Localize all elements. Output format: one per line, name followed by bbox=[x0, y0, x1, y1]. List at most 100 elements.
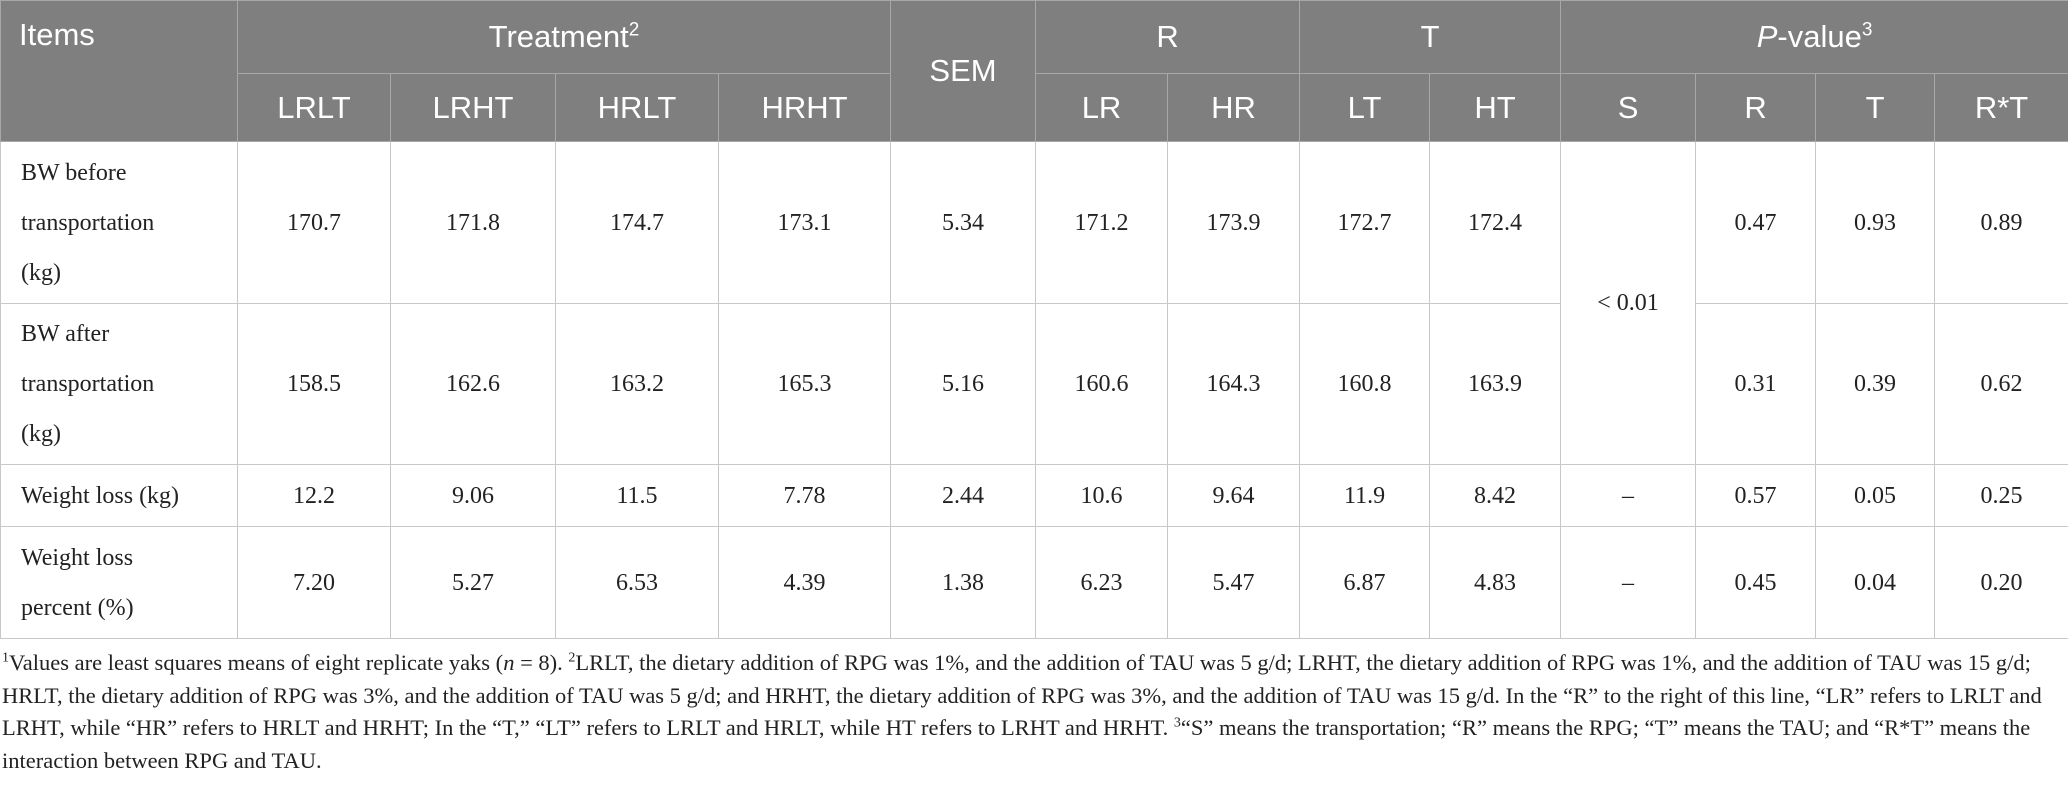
row-label-line: BW after bbox=[21, 321, 110, 347]
column-header: Items bbox=[0, 0, 238, 142]
row-label-line: BW before bbox=[21, 159, 127, 186]
data-table: Items Treatment2 SEM R T P-value3 LRLT LRHT HRLT… bbox=[0, 0, 2068, 639]
p-value-cell: 0.25 bbox=[1934, 464, 2068, 527]
p-value-cell: 0.04 bbox=[1815, 526, 1936, 639]
row-label: BW before transportation (kg) bbox=[0, 141, 238, 304]
table-body: BW before transportation (kg) 170.7 171.8 174… bbox=[0, 141, 2068, 639]
sub-header: S bbox=[1560, 73, 1697, 142]
p-value-cell: 0.39 bbox=[1815, 303, 1936, 465]
header-sup: 3 bbox=[1861, 19, 1873, 41]
sub-header: LR bbox=[1035, 73, 1169, 142]
footnote-segment: Values are least squares means of eight … bbox=[9, 650, 504, 675]
header-text: SEM bbox=[929, 53, 997, 88]
p-value-cell: 0.93 bbox=[1815, 141, 1936, 304]
footnote-segment: 3 bbox=[1173, 715, 1181, 731]
cell: 172.4 bbox=[1429, 141, 1562, 304]
sub-header: LRLT bbox=[237, 73, 391, 142]
header-sup: 2 bbox=[628, 19, 640, 41]
s-cell: – bbox=[1560, 464, 1697, 527]
cell: 7.20 bbox=[237, 526, 391, 639]
cell: 163.2 bbox=[555, 303, 719, 465]
sub-header: R bbox=[1695, 73, 1817, 142]
sub-header: T bbox=[1815, 73, 1936, 142]
cell: 4.83 bbox=[1429, 526, 1562, 639]
sub-header: LT bbox=[1299, 73, 1431, 142]
p-value-cell: 0.45 bbox=[1695, 526, 1817, 639]
p-value-cell: 0.31 bbox=[1695, 303, 1817, 465]
p-value-cell: 0.89 bbox=[1934, 141, 2068, 304]
row-label: BW after transportation (kg) bbox=[0, 303, 238, 465]
table-row: Weight loss percent (%) 7.20 5.27 6.53 4.39 1.… bbox=[0, 526, 2068, 639]
row-label-line: Weight loss (kg) bbox=[21, 482, 180, 509]
cell: 8.42 bbox=[1429, 464, 1562, 527]
cell: 5.47 bbox=[1167, 526, 1301, 639]
cell: 163.9 bbox=[1429, 303, 1562, 465]
column-header: T bbox=[1299, 0, 1562, 74]
column-header: Treatment2 bbox=[236, 0, 892, 74]
footnote-segment: = 8). bbox=[514, 650, 569, 675]
sub-header: LRHT bbox=[390, 73, 556, 142]
footnote-segment: LRLT, the dietary addition of RPG was 1%… bbox=[2, 650, 2042, 740]
cell: 5.27 bbox=[390, 526, 556, 639]
header-text: -value bbox=[1777, 19, 1862, 54]
sub-header: HR bbox=[1167, 73, 1301, 142]
cell: 170.7 bbox=[237, 141, 391, 304]
row-label: Weight loss (kg) bbox=[0, 464, 238, 527]
header-italic: P bbox=[1756, 19, 1778, 54]
row-label-line: (kg) bbox=[21, 421, 61, 447]
column-header: SEM bbox=[890, 0, 1037, 142]
cell: 6.87 bbox=[1299, 526, 1431, 639]
cell: 5.34 bbox=[890, 141, 1037, 304]
cell: 174.7 bbox=[555, 141, 719, 304]
cell: 1.38 bbox=[890, 526, 1037, 639]
cell: 171.8 bbox=[390, 141, 556, 304]
footnote-segment: 2 bbox=[568, 650, 576, 666]
row-label-line: Weight loss bbox=[21, 544, 134, 571]
table-row: Weight loss (kg) 12.2 9.06 11.5 7.78 2.44 10.6… bbox=[0, 464, 2068, 527]
table-row: BW before transportation (kg) 170.7 171.8 174… bbox=[0, 141, 2068, 465]
cell: 2.44 bbox=[890, 464, 1037, 527]
footnote: 1Values are least squares means of eight… bbox=[0, 639, 2068, 777]
sub-header: HRLT bbox=[555, 73, 719, 142]
footnote-segment: 1 bbox=[2, 650, 9, 666]
p-value-cell: 0.57 bbox=[1695, 464, 1817, 527]
column-header: R bbox=[1035, 0, 1301, 74]
cell: 160.6 bbox=[1035, 303, 1169, 465]
cell: 9.06 bbox=[390, 464, 556, 527]
p-value-cell: 0.20 bbox=[1934, 526, 2068, 639]
cell: 165.3 bbox=[717, 303, 892, 465]
cell: 162.6 bbox=[390, 303, 556, 465]
cell: 11.5 bbox=[555, 464, 719, 527]
subheader-row: LRLT LRHT HRLT HRHT LR HR LT HT S R T R*T bbox=[1, 73, 2068, 142]
cell: 9.64 bbox=[1167, 464, 1301, 527]
row-label-line: (kg) bbox=[21, 259, 61, 286]
row-label: Weight loss percent (%) bbox=[0, 526, 238, 639]
cell: 12.2 bbox=[237, 464, 391, 527]
row-label-line: percent (%) bbox=[21, 594, 134, 621]
row-label-line: transportation bbox=[21, 371, 155, 397]
footnote-segment: n bbox=[503, 650, 515, 675]
table-figure: Items Treatment2 SEM R T P-value3 LRLT LRHT HRLT… bbox=[0, 0, 2068, 777]
header-text: Treatment bbox=[488, 19, 629, 54]
p-value-cell: 0.62 bbox=[1934, 303, 2068, 465]
cell: 6.23 bbox=[1035, 526, 1169, 639]
cell: 6.53 bbox=[555, 526, 719, 639]
cell: 172.7 bbox=[1299, 141, 1431, 304]
s-cell: – bbox=[1560, 526, 1697, 639]
cell: 4.39 bbox=[717, 526, 892, 639]
cell: 10.6 bbox=[1035, 464, 1169, 527]
cell: 173.1 bbox=[717, 141, 892, 304]
cell: 5.16 bbox=[890, 303, 1037, 465]
header-text: T bbox=[1420, 19, 1440, 54]
row-label-line: transportation bbox=[21, 209, 155, 236]
sub-header: R*T bbox=[1934, 73, 2068, 142]
column-header: P-value3 bbox=[1560, 0, 2068, 74]
sub-header: HT bbox=[1429, 73, 1562, 142]
cell: 173.9 bbox=[1167, 141, 1301, 304]
p-value-cell: 0.47 bbox=[1695, 141, 1817, 304]
p-value-cell: 0.05 bbox=[1815, 464, 1936, 527]
header-text: R bbox=[1156, 19, 1179, 54]
s-cell: < 0.01 bbox=[1560, 141, 1697, 465]
cell: 171.2 bbox=[1035, 141, 1169, 304]
